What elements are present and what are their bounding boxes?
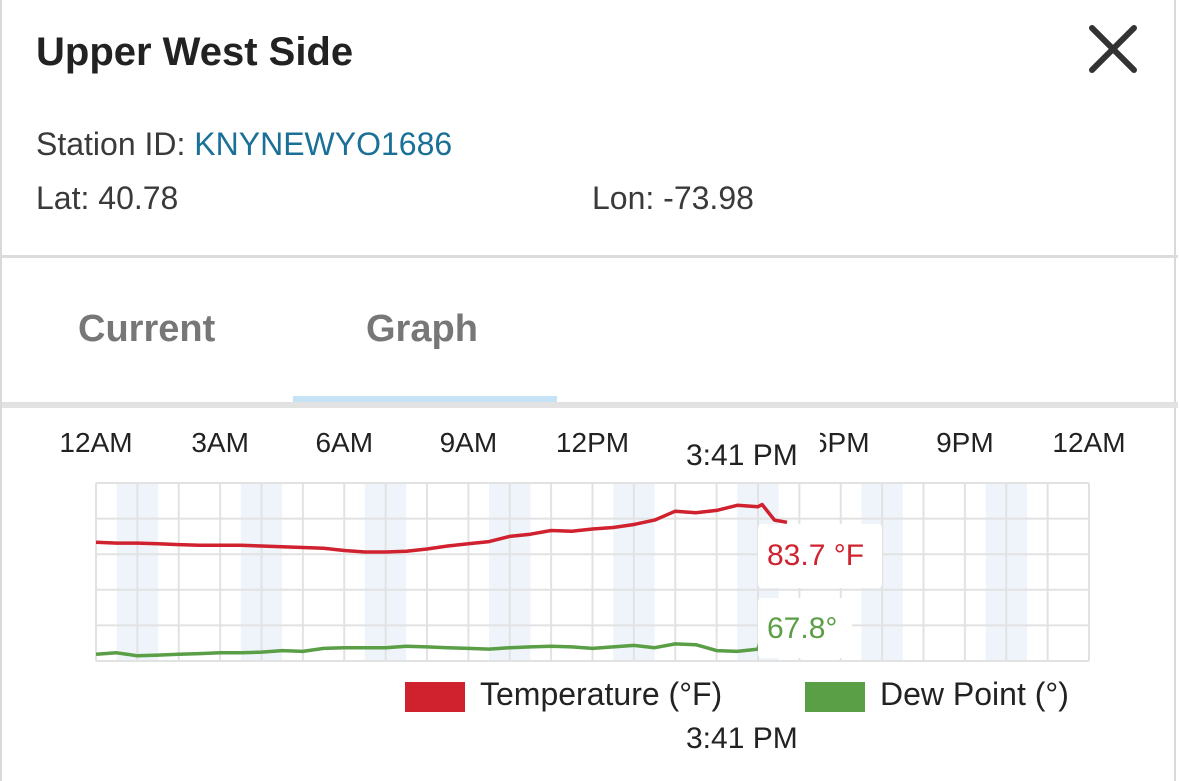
legend-temperature-swatch — [405, 682, 465, 712]
graph-series — [95, 502, 788, 658]
x-tick-label: 9AM — [440, 427, 498, 458]
x-tick-label: 12AM — [1052, 427, 1125, 458]
graph-grid — [95, 482, 1090, 662]
graph-shading — [116, 483, 1027, 661]
x-tick-label: 6AM — [315, 427, 373, 458]
x-axis-labels: 12AM3AM6AM9AM12PM3PM6PM9PM12AM — [59, 427, 1125, 458]
tooltip-time-bg — [680, 430, 820, 470]
station-id-link[interactable]: KNYNEWYO1686 — [194, 126, 453, 162]
weather-graph[interactable]: 12AM3AM6AM9AM12PM3PM6PM9PM12AM 3:41 PM 8… — [2, 408, 1174, 678]
tab-current[interactable]: Current — [78, 308, 216, 350]
crosshair-time-label: 3:41 PM — [686, 722, 798, 755]
latitude: Lat: 40.78 — [36, 180, 179, 216]
x-tick-label: 9PM — [936, 427, 994, 458]
x-tick-label: 12PM — [556, 427, 629, 458]
tooltip-dew-point: 67.8° — [767, 612, 837, 645]
station-title: Upper West Side — [36, 30, 354, 74]
legend-dew-point[interactable]: Dew Point (°) — [880, 676, 1069, 712]
x-tick-label: 3AM — [191, 427, 249, 458]
tooltip-temp-bg — [758, 524, 882, 588]
x-tick-label: 6PM — [812, 427, 870, 458]
x-tick-label: 12AM — [59, 427, 132, 458]
dew-point-line — [95, 634, 788, 658]
longitude: Lon: -73.98 — [592, 180, 754, 216]
tooltip-dew-bg — [758, 598, 852, 658]
tooltip-temperature: 83.7 °F — [767, 539, 864, 572]
temperature-line — [95, 502, 788, 554]
legend-dew-point-swatch — [805, 682, 865, 712]
header-divider — [2, 255, 1178, 258]
legend-temperature[interactable]: Temperature (°F) — [480, 676, 723, 712]
station-id-row: Station ID: KNYNEWYO1686 — [36, 126, 452, 163]
active-tab-indicator — [293, 396, 557, 402]
tabs-divider — [2, 402, 1178, 408]
graph-tooltip: 3:41 PM 83.7 °F 67.8° — [680, 430, 882, 658]
tab-graph[interactable]: Graph — [366, 308, 478, 350]
close-button[interactable] — [1084, 20, 1142, 78]
close-icon — [1089, 25, 1137, 73]
station-id-label: Station ID: — [36, 126, 186, 162]
tooltip-time: 3:41 PM — [686, 439, 798, 472]
